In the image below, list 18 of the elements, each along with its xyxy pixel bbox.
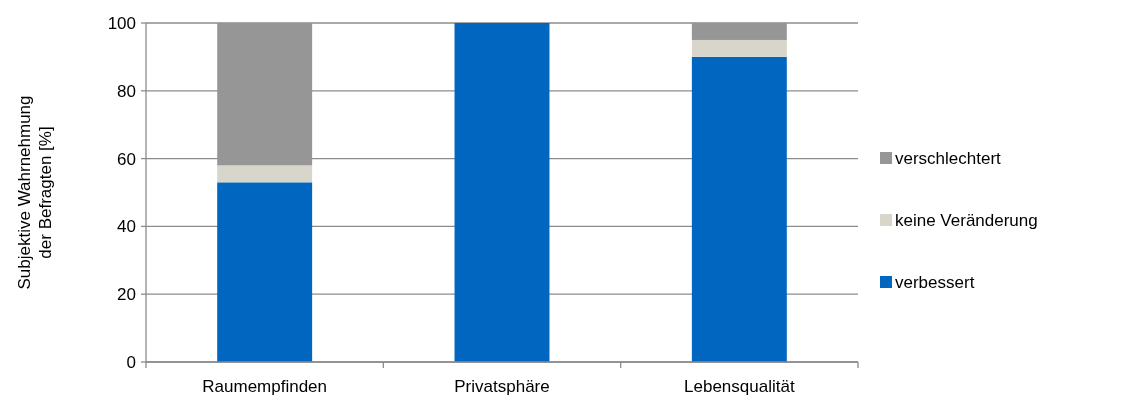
bar	[217, 182, 313, 362]
bar	[691, 56, 787, 362]
y-tick-label: 20	[117, 285, 136, 305]
y-tick-label: 100	[107, 13, 136, 33]
bar	[217, 165, 313, 183]
y-tick-label: 40	[117, 217, 136, 237]
x-tick-label: Privatsphäre	[454, 377, 550, 396]
legend-label: verschlechtert	[895, 148, 1002, 168]
y-tick-label: 0	[126, 352, 136, 372]
y-axis-title: Subjektive Wahrnehmung der Befragten [%]	[15, 95, 55, 290]
x-tick-label: Raumempfinden	[202, 377, 328, 396]
bar	[454, 23, 550, 362]
x-tick-label: Lebensqualität	[684, 377, 795, 396]
bar	[691, 39, 787, 57]
legend-label: keine Veränderung	[895, 210, 1038, 230]
legend-label: verbessert	[895, 272, 975, 292]
y-tick-label: 60	[117, 149, 136, 169]
y-tick-label: 80	[117, 81, 136, 101]
